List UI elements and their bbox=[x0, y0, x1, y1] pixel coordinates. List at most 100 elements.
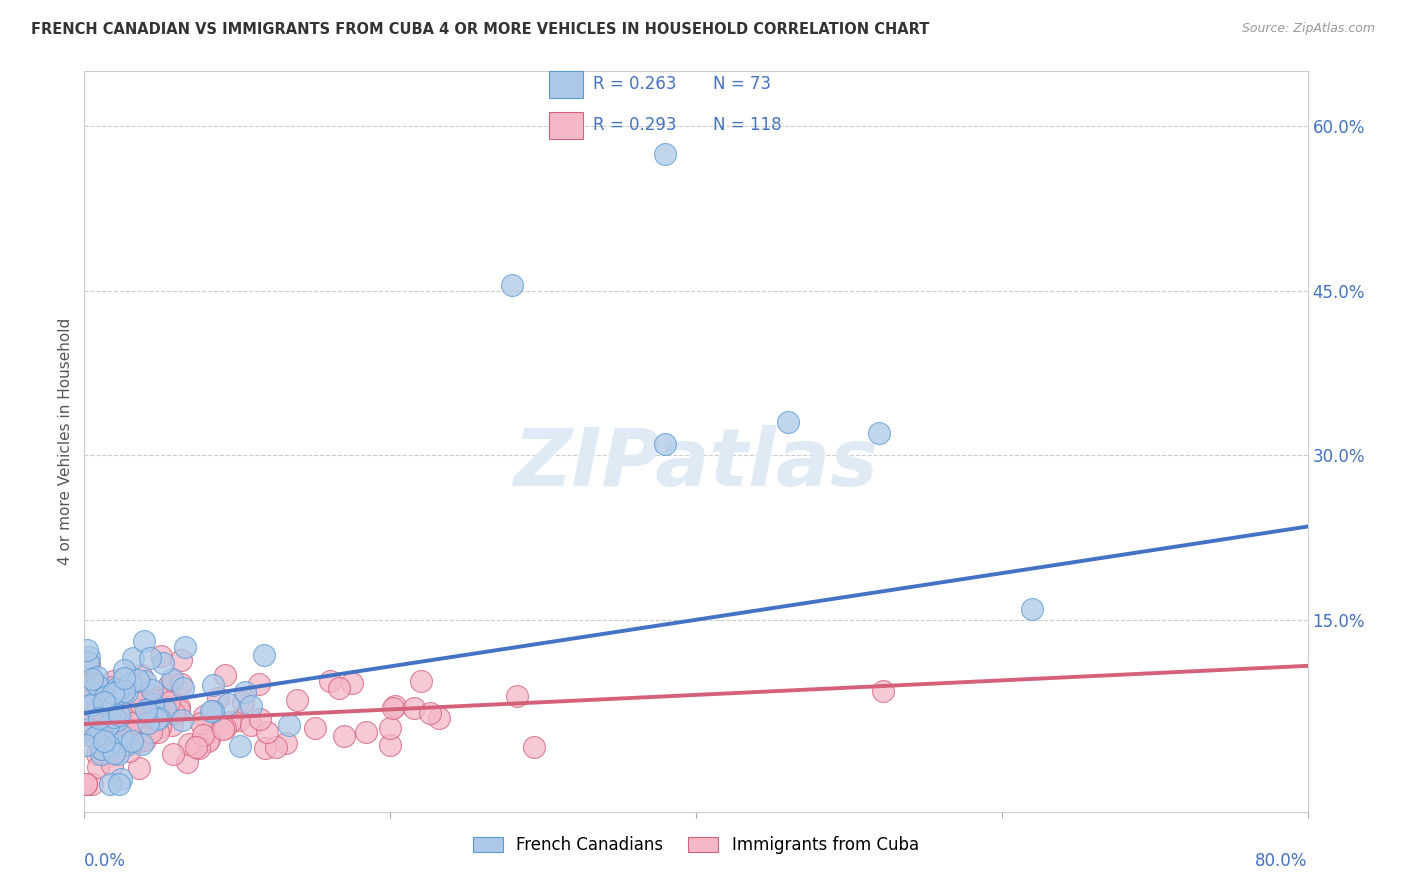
Point bbox=[80, 698, 103, 713]
Point bbox=[86, 747, 108, 761]
Text: 80.0%: 80.0% bbox=[1256, 853, 1308, 871]
Point bbox=[378, 738, 401, 752]
Point bbox=[112, 684, 135, 698]
Point bbox=[86, 670, 108, 684]
Point bbox=[131, 737, 153, 751]
Point bbox=[155, 702, 177, 716]
Point bbox=[100, 699, 122, 714]
Point bbox=[333, 730, 356, 744]
FancyBboxPatch shape bbox=[550, 71, 583, 98]
Point bbox=[380, 721, 402, 735]
Point bbox=[654, 437, 676, 451]
Point bbox=[162, 673, 184, 688]
Point bbox=[97, 717, 120, 731]
Text: R = 0.263: R = 0.263 bbox=[593, 76, 676, 94]
Point bbox=[107, 708, 129, 723]
Point bbox=[91, 691, 114, 706]
Point bbox=[91, 703, 114, 717]
Point bbox=[128, 761, 150, 775]
Point bbox=[112, 664, 135, 678]
Point bbox=[869, 426, 891, 441]
Point bbox=[82, 696, 104, 710]
Point bbox=[122, 651, 145, 665]
Point bbox=[90, 747, 112, 761]
Point bbox=[253, 740, 276, 755]
Point bbox=[170, 677, 193, 691]
Y-axis label: 4 or more Vehicles in Household: 4 or more Vehicles in Household bbox=[58, 318, 73, 566]
Point bbox=[75, 686, 97, 700]
Point bbox=[75, 738, 97, 752]
Point bbox=[87, 728, 110, 742]
Point bbox=[121, 733, 143, 747]
Point bbox=[167, 700, 190, 714]
Text: N = 118: N = 118 bbox=[713, 116, 782, 134]
Point bbox=[75, 777, 97, 791]
Point bbox=[101, 758, 124, 772]
Point bbox=[75, 777, 97, 791]
Point bbox=[207, 690, 229, 705]
Point bbox=[77, 650, 100, 665]
Point bbox=[277, 717, 299, 731]
Point bbox=[80, 777, 103, 791]
Point bbox=[104, 739, 127, 753]
Point bbox=[77, 657, 100, 672]
Point bbox=[212, 722, 235, 736]
Point bbox=[108, 777, 131, 791]
Point bbox=[340, 676, 363, 690]
Point bbox=[98, 693, 121, 707]
Point bbox=[319, 674, 342, 689]
Point bbox=[129, 705, 152, 719]
Legend: French Canadians, Immigrants from Cuba: French Canadians, Immigrants from Cuba bbox=[468, 831, 924, 859]
Point bbox=[76, 678, 98, 692]
Point bbox=[93, 690, 115, 705]
Point bbox=[384, 699, 406, 714]
Point bbox=[100, 732, 122, 747]
Point bbox=[122, 723, 145, 738]
Point bbox=[134, 674, 156, 689]
Point bbox=[200, 723, 222, 738]
Point bbox=[136, 717, 159, 731]
Point bbox=[160, 672, 183, 686]
Point bbox=[217, 697, 239, 711]
Point bbox=[118, 676, 141, 690]
Point bbox=[139, 710, 162, 724]
Point bbox=[80, 674, 103, 689]
Point bbox=[274, 736, 297, 750]
Point bbox=[163, 706, 186, 721]
Point bbox=[90, 742, 112, 756]
Text: Source: ZipAtlas.com: Source: ZipAtlas.com bbox=[1241, 22, 1375, 36]
Point bbox=[87, 711, 110, 725]
Point bbox=[96, 739, 118, 754]
Point bbox=[128, 734, 150, 748]
Point bbox=[93, 695, 115, 709]
Point bbox=[91, 702, 114, 716]
Point bbox=[118, 720, 141, 734]
Point bbox=[118, 743, 141, 757]
Point bbox=[256, 725, 278, 739]
Point bbox=[80, 672, 103, 686]
Point bbox=[107, 747, 129, 761]
Text: FRENCH CANADIAN VS IMMIGRANTS FROM CUBA 4 OR MORE VEHICLES IN HOUSEHOLD CORRELAT: FRENCH CANADIAN VS IMMIGRANTS FROM CUBA … bbox=[31, 22, 929, 37]
Point bbox=[105, 685, 128, 699]
Point bbox=[170, 713, 193, 727]
Point bbox=[214, 721, 236, 735]
Point bbox=[160, 717, 183, 731]
Point bbox=[115, 730, 138, 744]
Point bbox=[201, 678, 224, 692]
Point bbox=[77, 728, 100, 742]
Point bbox=[198, 732, 221, 747]
Point bbox=[77, 655, 100, 669]
Point bbox=[98, 739, 121, 753]
Point bbox=[239, 699, 262, 714]
Point bbox=[228, 739, 250, 754]
Point bbox=[162, 747, 184, 761]
Point bbox=[79, 698, 101, 712]
Point bbox=[201, 705, 224, 719]
Point bbox=[105, 713, 128, 727]
Point bbox=[146, 725, 169, 739]
Point bbox=[232, 695, 254, 709]
Point bbox=[115, 684, 138, 698]
Point bbox=[101, 700, 124, 714]
Point bbox=[97, 749, 120, 764]
Point bbox=[93, 733, 115, 747]
